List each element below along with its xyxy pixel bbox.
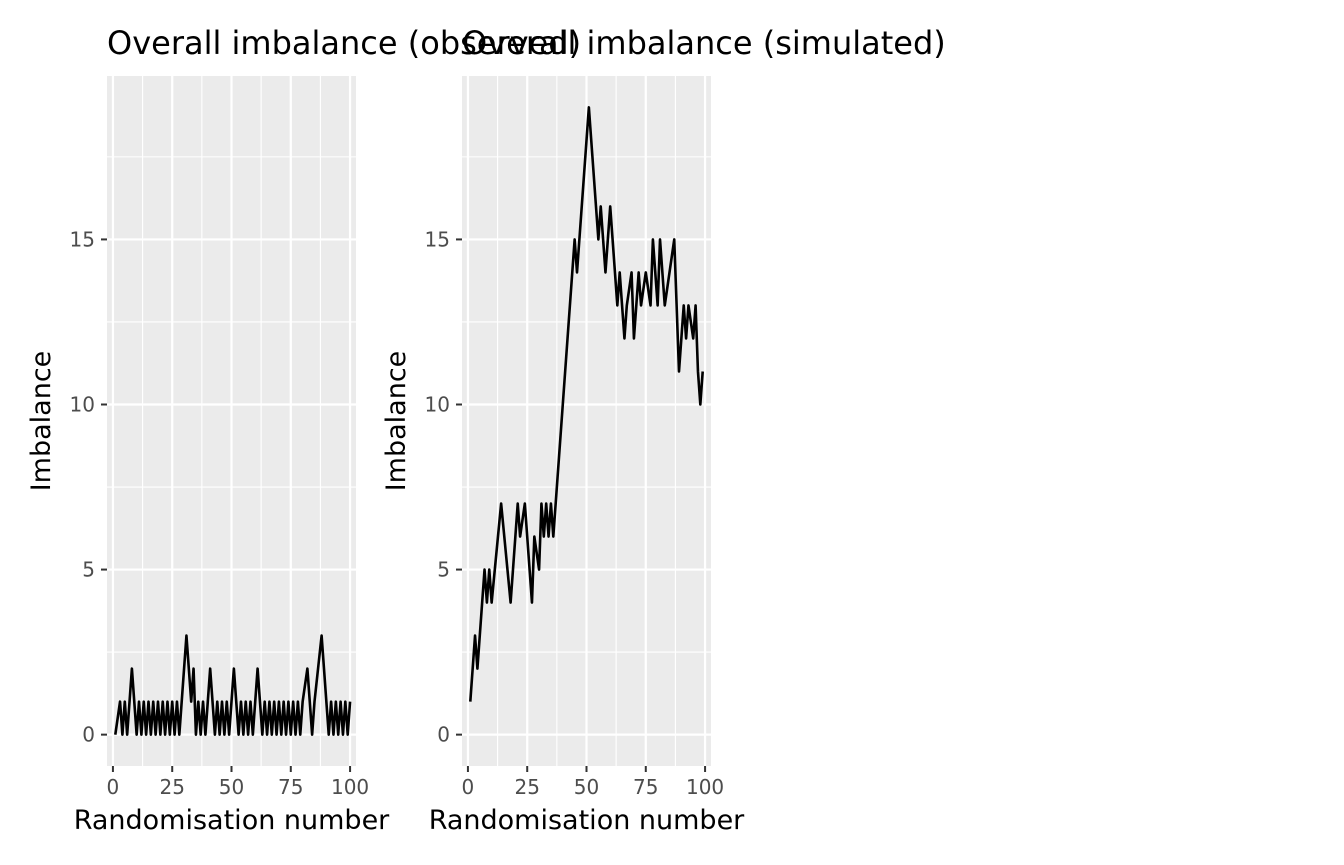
axes: 0 25 50 75 100 0 5 10 15 xyxy=(70,227,370,799)
x-tick-label: 0 xyxy=(107,775,120,799)
y-axis-title: Imbalance xyxy=(26,351,57,492)
observed-imbalance-chart: Overall imbalance (observed) 0 25 50 75 1000… xyxy=(26,24,581,836)
x-tick-label: 100 xyxy=(686,775,724,799)
simulated-imbalance-chart: Overall imbalance (simulated) 0 25 50 75 100… xyxy=(381,24,946,836)
gridlines xyxy=(462,76,711,766)
x-tick-label: 25 xyxy=(159,775,184,799)
axes: 0 25 50 75 100 0 5 10 15 xyxy=(425,227,725,799)
y-tick-label: 10 xyxy=(70,392,95,416)
chart-title: Overall imbalance (simulated) xyxy=(462,24,946,62)
x-tick-label: 75 xyxy=(278,775,303,799)
y-tick-label: 0 xyxy=(82,723,95,747)
y-tick-label: 5 xyxy=(437,558,450,582)
x-tick-label: 50 xyxy=(219,775,244,799)
y-tick-label: 15 xyxy=(70,227,95,251)
chart-title: Overall imbalance (observed) xyxy=(107,24,581,62)
y-axis-title: Imbalance xyxy=(381,351,412,492)
x-axis-title: Randomisation number xyxy=(74,805,390,836)
gridlines xyxy=(107,76,356,766)
y-tick-label: 15 xyxy=(425,227,450,251)
x-tick-label: 100 xyxy=(331,775,369,799)
y-tick-label: 0 xyxy=(437,723,450,747)
x-axis-title: Randomisation number xyxy=(429,805,745,836)
x-tick-label: 50 xyxy=(574,775,599,799)
imbalance-line xyxy=(469,106,704,702)
x-tick-label: 75 xyxy=(633,775,658,799)
x-tick-label: 0 xyxy=(462,775,475,799)
y-tick-label: 5 xyxy=(82,558,95,582)
x-tick-label: 25 xyxy=(514,775,539,799)
imbalance-line xyxy=(114,634,352,736)
y-tick-label: 10 xyxy=(425,392,450,416)
